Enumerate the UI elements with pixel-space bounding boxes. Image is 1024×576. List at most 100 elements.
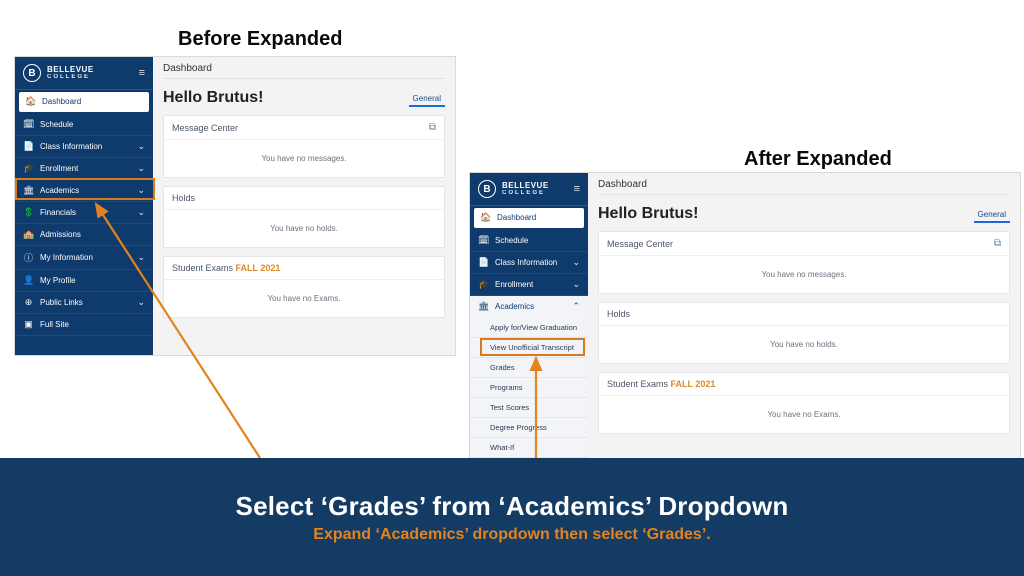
sidebar-item-class-information[interactable]: 📄 Class Information ⌄ [15, 136, 153, 158]
submenu-item-test-scores[interactable]: Test Scores [470, 398, 588, 418]
nav-icon: 🏛 [478, 301, 489, 312]
brand-sub: COLLEGE [502, 190, 549, 196]
card-title: Student Exams FALL 2021 [172, 263, 280, 273]
card-message-center: Message Center ⧉ You have no messages. [598, 231, 1010, 294]
sidebar-item-enrollment[interactable]: 🎓Enrollment⌄ [470, 274, 588, 296]
breadcrumb: Dashboard [163, 63, 212, 74]
chevron-down-icon: ⌄ [137, 297, 145, 308]
chevron-down-icon: ⌄ [137, 207, 145, 218]
sidebar-item-financials[interactable]: 💲 Financials ⌄ [15, 202, 153, 224]
nav-icon: 🗓 [23, 119, 34, 130]
sidebar-item-academics[interactable]: 🏛Academics⌃ [470, 296, 588, 318]
card-title: Message Center [172, 123, 238, 133]
tab-general[interactable]: General [974, 208, 1010, 223]
dashboard-after: B BELLEVUE COLLEGE ≡ 🏠 Dashboard 🗓Schedule… [469, 172, 1021, 462]
nav-label: Public Links [40, 298, 83, 307]
term-label: FALL 2021 [671, 379, 716, 389]
card-holds: Holds You have no holds. [598, 302, 1010, 364]
brand: B BELLEVUE COLLEGE ≡ [15, 57, 153, 90]
nav-icon: 💲 [23, 207, 34, 218]
breadcrumb: Dashboard [598, 179, 647, 190]
card-student-exams: Student Exams FALL 2021 You have no Exam… [598, 372, 1010, 434]
banner-title: Select ‘Grades’ from ‘Academics’ Dropdow… [236, 491, 789, 522]
chevron-down-icon: ⌄ [137, 185, 145, 196]
main-content: Dashboard Hello Brutus! General Message … [153, 57, 455, 355]
sidebar-item-public-links[interactable]: ⊕ Public Links ⌄ [15, 292, 153, 314]
heading-before: Before Expanded [178, 28, 342, 51]
brand-logo-icon: B [478, 180, 496, 198]
nav-label: Financials [40, 208, 76, 217]
term-label: FALL 2021 [236, 263, 281, 273]
nav-icon: 🎓 [23, 163, 34, 174]
card-body: You have no holds. [599, 326, 1009, 363]
banner-subtitle: Expand ‘Academics’ dropdown then select … [313, 526, 710, 544]
tab-general[interactable]: General [409, 92, 445, 107]
sidebar-item-dashboard[interactable]: 🏠 Dashboard [19, 92, 149, 112]
brand-text: BELLEVUE COLLEGE [502, 182, 549, 196]
card-body: You have no Exams. [599, 396, 1009, 433]
chevron-down-icon: ⌄ [572, 279, 580, 290]
sidebar-item-dashboard[interactable]: 🏠 Dashboard [474, 208, 584, 228]
card-body: You have no messages. [599, 256, 1009, 293]
submenu-item-grades[interactable]: Grades [470, 358, 588, 378]
nav-label: Class Information [495, 258, 557, 267]
nav-label: Dashboard [42, 97, 81, 106]
sidebar-item-admissions[interactable]: 🏫Admissions [15, 224, 153, 246]
nav-icon: 🏛 [23, 185, 34, 196]
external-link-icon[interactable]: ⧉ [994, 238, 1001, 249]
nav-icon: 🏠 [25, 96, 36, 107]
nav-icon: 📄 [23, 141, 34, 152]
heading-after: After Expanded [744, 148, 892, 171]
nav-label: My Information [40, 253, 93, 262]
sidebar-item-my-profile[interactable]: 👤My Profile [15, 270, 153, 292]
sidebar-item-full-site[interactable]: ▣ Full Site [15, 314, 153, 336]
nav-icon: 👤 [23, 275, 34, 286]
page-title: Hello Brutus! [598, 205, 698, 223]
sidebar-item-schedule[interactable]: 🗓 Schedule [15, 114, 153, 136]
card-body: You have no messages. [164, 140, 444, 177]
nav-icon: ⊕ [23, 297, 34, 308]
brand-name: BELLEVUE [47, 65, 94, 74]
nav-icon: ⓘ [23, 251, 34, 264]
external-link-icon[interactable]: ⧉ [429, 122, 436, 133]
chevron-down-icon: ⌄ [137, 163, 145, 174]
nav-label: Class Information [40, 142, 102, 151]
nav-label: Enrollment [40, 164, 78, 173]
main-content: Dashboard Hello Brutus! General Message … [588, 173, 1020, 461]
card-holds: Holds You have no holds. [163, 186, 445, 248]
brand-name: BELLEVUE [502, 181, 549, 190]
nav-label: Full Site [40, 320, 69, 329]
hamburger-icon[interactable]: ≡ [574, 183, 580, 195]
sidebar-item-schedule[interactable]: 🗓Schedule [470, 230, 588, 252]
dashboard-before: B BELLEVUE COLLEGE ≡ 🏠 Dashboard 🗓 Schedule… [14, 56, 456, 356]
nav-label: Dashboard [497, 213, 536, 222]
nav-label: Admissions [40, 230, 81, 239]
sidebar-item-class-information[interactable]: 📄Class Information⌄ [470, 252, 588, 274]
hamburger-icon[interactable]: ≡ [139, 67, 145, 79]
card-message-center: Message Center ⧉ You have no messages. [163, 115, 445, 178]
submenu-item-what-if[interactable]: What-If [470, 438, 588, 458]
card-title: Message Center [607, 239, 673, 249]
submenu-item-degree-progress[interactable]: Degree Progress [470, 418, 588, 438]
nav-label: Schedule [495, 236, 528, 245]
greeting-row: Hello Brutus! General [163, 89, 445, 107]
nav-icon: 🏠 [480, 212, 491, 223]
chevron-up-icon: ⌃ [572, 301, 580, 312]
chevron-down-icon: ⌄ [137, 252, 145, 263]
greeting-row: Hello Brutus! General [598, 205, 1010, 223]
chevron-down-icon: ⌄ [137, 141, 145, 152]
sidebar-item-enrollment[interactable]: 🎓 Enrollment ⌄ [15, 158, 153, 180]
submenu-item-programs[interactable]: Programs [470, 378, 588, 398]
brand: B BELLEVUE COLLEGE ≡ [470, 173, 588, 206]
card-body: You have no holds. [164, 210, 444, 247]
topbar: Dashboard [163, 63, 445, 79]
nav-icon: ▣ [23, 319, 34, 330]
nav-label: Schedule [40, 120, 73, 129]
submenu-item-view-unofficial-transcript[interactable]: View Unofficial Transcript [470, 338, 588, 358]
card-title: Student Exams FALL 2021 [607, 379, 715, 389]
submenu-item-apply-for-view-graduation[interactable]: Apply for/View Graduation [470, 318, 588, 338]
instruction-banner: Select ‘Grades’ from ‘Academics’ Dropdow… [0, 458, 1024, 576]
sidebar-item-academics[interactable]: 🏛Academics⌄ [15, 180, 153, 202]
sidebar-item-my-information[interactable]: ⓘ My Information ⌄ [15, 246, 153, 270]
sidebar: B BELLEVUE COLLEGE ≡ 🏠 Dashboard 🗓Schedule… [470, 173, 588, 461]
